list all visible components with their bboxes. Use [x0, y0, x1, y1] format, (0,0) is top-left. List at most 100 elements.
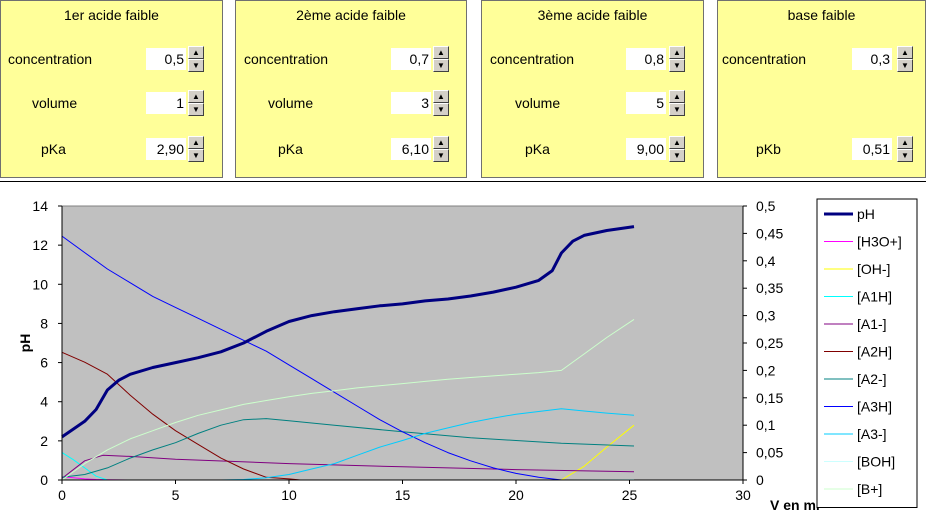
plot-area: [61, 205, 744, 481]
concentration-label: concentration: [244, 51, 329, 67]
legend-label: [H3O+]: [857, 234, 902, 250]
volume-spinner[interactable]: ▲ ▼: [188, 90, 204, 116]
y2-tick-label: 0,25: [756, 335, 783, 351]
spin-up-icon[interactable]: ▲: [669, 136, 685, 149]
spin-up-icon[interactable]: ▲: [669, 90, 685, 103]
y2-tick-label: 0,4: [756, 253, 776, 269]
spin-up-icon[interactable]: ▲: [897, 136, 913, 149]
legend-label: [A2-]: [857, 371, 887, 387]
concentration-spinner[interactable]: ▲ ▼: [897, 46, 913, 72]
volume-field[interactable]: 3: [391, 92, 431, 114]
panel-acid-2: 2ème acide faible concentration 0,7 ▲ ▼ v…: [235, 0, 467, 178]
y-tick-label: 0: [40, 472, 48, 488]
concentration-field[interactable]: 0,8: [626, 48, 666, 70]
y-tick-label: 14: [32, 198, 48, 214]
y-tick-label: 6: [40, 355, 48, 371]
volume-label: volume: [268, 95, 314, 111]
series-line-ohminus: [561, 424, 635, 481]
y2-tick-label: 0,15: [756, 390, 783, 406]
panel-title: 2ème acide faible: [296, 7, 406, 23]
spin-up-icon[interactable]: ▲: [669, 46, 685, 59]
panel-title: base faible: [787, 7, 856, 23]
legend-label: [OH-]: [857, 261, 890, 277]
legend-label: [A1H]: [857, 289, 892, 305]
series-line-a3h: [61, 235, 562, 481]
x-tick-label: 15: [395, 487, 411, 503]
y2-tick-label: 0,05: [756, 445, 783, 461]
panel-acid-1: 1er acide faible concentration 0,5 ▲ ▼ vo…: [0, 0, 223, 178]
spin-up-icon[interactable]: ▲: [188, 90, 204, 103]
spin-up-icon[interactable]: ▲: [188, 46, 204, 59]
volume-spinner[interactable]: ▲ ▼: [433, 90, 449, 116]
spin-down-icon[interactable]: ▼: [669, 59, 685, 72]
pkb-spinner[interactable]: ▲ ▼: [897, 136, 913, 162]
y2-tick-label: 0,45: [756, 225, 783, 241]
series-line-a1h: [61, 452, 108, 481]
x-tick-label: 30: [735, 487, 751, 503]
pka-spinner[interactable]: ▲ ▼: [188, 136, 204, 162]
concentration-label: concentration: [490, 51, 575, 67]
concentration-field[interactable]: 0,7: [391, 48, 431, 70]
legend-label: [A3H]: [857, 399, 892, 415]
y2-tick-label: 0,1: [756, 417, 776, 433]
chart-svg: 0 5 10 15 20 25 30 0 2 4 6 8 10 12 14 0 0,05 0,1 0,15 0,2 0,…: [17, 198, 918, 513]
spin-down-icon[interactable]: ▼: [433, 103, 449, 116]
y2-tick-label: 0,5: [756, 198, 776, 214]
spin-up-icon[interactable]: ▲: [433, 46, 449, 59]
panel-base: base faible concentration 0,3 ▲ ▼ pKb 0,5…: [717, 0, 926, 178]
y-tick-label: 4: [40, 394, 48, 410]
legend-box: [816, 198, 918, 508]
volume-field[interactable]: 1: [146, 92, 186, 114]
y-axis-title: pH: [17, 334, 33, 353]
concentration-spinner[interactable]: ▲ ▼: [188, 46, 204, 72]
volume-label: volume: [32, 95, 78, 111]
legend-label: pH: [857, 206, 875, 222]
spin-down-icon[interactable]: ▼: [433, 59, 449, 72]
spin-down-icon[interactable]: ▼: [188, 149, 204, 162]
pkb-label: pKb: [756, 141, 781, 157]
concentration-field[interactable]: 0,5: [146, 48, 186, 70]
pka-label: pKa: [525, 141, 550, 157]
spin-up-icon[interactable]: ▲: [433, 136, 449, 149]
spin-down-icon[interactable]: ▼: [433, 149, 449, 162]
y2-tick-label: 0: [756, 472, 764, 488]
pka-spinner[interactable]: ▲ ▼: [669, 136, 685, 162]
pka-label: pKa: [278, 141, 303, 157]
volume-field[interactable]: 5: [626, 92, 666, 114]
volume-spinner[interactable]: ▲ ▼: [669, 90, 685, 116]
concentration-field[interactable]: 0,3: [852, 48, 892, 70]
spin-down-icon[interactable]: ▼: [669, 149, 685, 162]
spin-down-icon[interactable]: ▼: [188, 59, 204, 72]
pka-spinner[interactable]: ▲ ▼: [433, 136, 449, 162]
spin-up-icon[interactable]: ▲: [433, 90, 449, 103]
y2-tick-label: 0,3: [756, 308, 776, 324]
spin-down-icon[interactable]: ▼: [897, 149, 913, 162]
pka-field[interactable]: 9,00: [626, 138, 666, 160]
y-tick-label: 12: [32, 237, 48, 253]
x-tick-label: 5: [172, 487, 180, 503]
spin-down-icon[interactable]: ▼: [897, 59, 913, 72]
pka-field[interactable]: 2,90: [146, 138, 186, 160]
spin-down-icon[interactable]: ▼: [669, 103, 685, 116]
titration-chart: 0 5 10 15 20 25 30 0 2 4 6 8 10 12 14 0 0,05 0,1 0,15 0,2 0,…: [0, 181, 926, 521]
x-axis-title: V en ml: [770, 497, 820, 513]
series-line-bplus: [61, 318, 635, 481]
y2-tick-label: 0,35: [756, 280, 783, 296]
spin-up-icon[interactable]: ▲: [188, 136, 204, 149]
legend-label: [A1-]: [857, 316, 887, 332]
panel-title: 3ème acide faible: [537, 7, 648, 23]
pka-label: pKa: [41, 141, 66, 157]
x-tick-label: 0: [58, 487, 66, 503]
y-tick-label: 10: [32, 276, 48, 292]
pka-field[interactable]: 6,10: [391, 138, 431, 160]
series-line-ph: [61, 225, 635, 439]
x-tick-label: 20: [508, 487, 524, 503]
concentration-label: concentration: [8, 51, 93, 67]
y-tick-label: 8: [40, 315, 48, 331]
spin-down-icon[interactable]: ▼: [188, 103, 204, 116]
concentration-spinner[interactable]: ▲ ▼: [433, 46, 449, 72]
pkb-field[interactable]: 0,51: [852, 138, 892, 160]
concentration-spinner[interactable]: ▲ ▼: [669, 46, 685, 72]
concentration-label: concentration: [722, 51, 807, 67]
spin-up-icon[interactable]: ▲: [897, 46, 913, 59]
